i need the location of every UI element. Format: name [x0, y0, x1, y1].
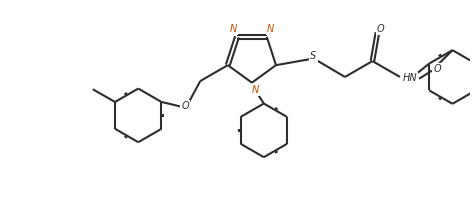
Text: O: O	[377, 25, 384, 35]
Text: N: N	[267, 24, 274, 34]
Text: N: N	[267, 24, 274, 34]
Text: HN: HN	[403, 73, 417, 83]
Text: N: N	[252, 85, 259, 95]
Text: O: O	[181, 101, 189, 111]
Text: N: N	[229, 24, 236, 34]
Text: O: O	[433, 64, 441, 74]
Text: N: N	[229, 24, 236, 34]
Text: S: S	[310, 51, 317, 61]
Text: N: N	[252, 85, 259, 95]
